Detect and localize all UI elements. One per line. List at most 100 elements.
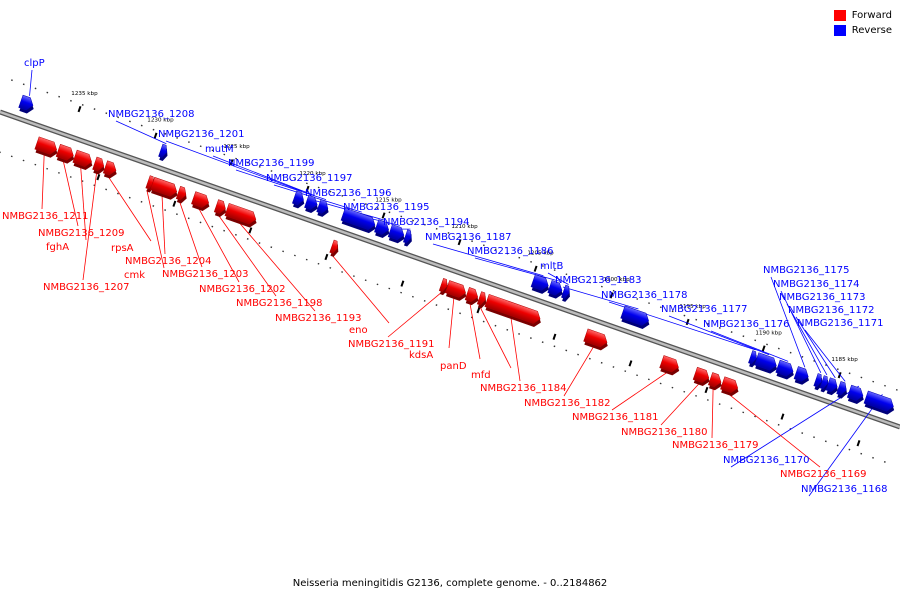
gene-nmbg2136-1176	[775, 359, 794, 380]
gene-arrow	[72, 149, 92, 167]
leader-line	[795, 316, 836, 379]
gene-label-nmbg2136-1186: NMBG2136_1186	[467, 246, 553, 257]
leader-line	[41, 153, 45, 210]
gene-nmbg2136-1172	[825, 377, 838, 396]
gene-arrow	[340, 207, 376, 231]
gene-nmbg2136-1170	[846, 384, 864, 404]
gene-arrow	[444, 280, 466, 298]
scale-tick-label: 1190 kbp	[755, 330, 782, 336]
scale-tick-label: 1225 kbp	[223, 144, 250, 150]
scale-tick-label: 1205 kbp	[527, 251, 554, 257]
gene-arrow	[748, 350, 757, 365]
gene-arrow	[561, 284, 570, 299]
gene-nmbg2136-1183	[620, 305, 650, 329]
gene-label-nmbg2136-1176: NMBG2136_1176	[703, 319, 789, 330]
gene-nmbg2136-1202	[191, 191, 210, 211]
leader-line	[563, 346, 595, 397]
gene-nmbg2136-1171	[836, 381, 848, 399]
leader-line	[711, 388, 714, 439]
gene-label-nmbg2136-1209: NMBG2136_1209	[38, 228, 124, 239]
gene-label-nmbg2136-1175: NMBG2136_1175	[763, 265, 849, 276]
gene-nmbg2136-1201	[292, 190, 305, 209]
leader-line	[165, 140, 302, 192]
gene-arrow	[191, 191, 210, 208]
gene-label-nmbg2136-1177: NMBG2136_1177	[661, 304, 747, 315]
scale-tick-label: 1235 kbp	[71, 91, 98, 97]
gene-arrow	[464, 287, 479, 303]
gene-label-nmbg2136-1170: NMBG2136_1170	[723, 455, 809, 466]
gene-label-nmbg2136-1182: NMBG2136_1182	[524, 398, 610, 409]
gene-arrow	[583, 328, 608, 348]
scale-minor-tick	[704, 386, 709, 394]
scale-tick	[837, 371, 842, 379]
leader-line	[660, 383, 700, 426]
legend-reverse-label: Reverse	[851, 25, 892, 36]
scale-tick	[381, 212, 386, 219]
gene-label-nmbg2136-1204: NMBG2136_1204	[125, 256, 211, 267]
gene-label-rpsa: rpsA	[111, 243, 134, 254]
leader-line	[510, 317, 521, 382]
gene-label-cmk: cmk	[124, 270, 145, 281]
gene-arrow	[476, 291, 486, 306]
gene-arrow	[793, 366, 809, 382]
gene-mltb	[561, 284, 570, 302]
leader-line	[62, 160, 79, 227]
scale-tick-label: 1215 kbp	[375, 197, 402, 203]
leader-line	[469, 302, 481, 360]
gene-arrow	[484, 293, 541, 324]
gene-nmbg2136-1186	[547, 279, 563, 299]
gene-arrow	[387, 224, 405, 241]
gene-eno	[329, 239, 339, 257]
leader-line	[179, 201, 203, 268]
gene-arrow	[620, 305, 649, 326]
scale-tick-label: 1210 kbp	[451, 224, 478, 230]
gene-label-nmbg2136-1201: NMBG2136_1201	[158, 129, 244, 140]
gene-label-nmbg2136-1193: NMBG2136_1193	[275, 313, 361, 324]
leader-line	[331, 254, 390, 324]
gene-arrow	[547, 279, 563, 296]
gene-fgha	[72, 149, 93, 171]
gene-label-nmbg2136-1191: NMBG2136_1191	[348, 339, 434, 350]
label-leader-lines	[29, 69, 883, 497]
legend-reverse: Reverse	[833, 23, 892, 38]
gene-nmbg2136-1197	[340, 207, 376, 234]
gene-label-nmbg2136-1198: NMBG2136_1198	[236, 298, 322, 309]
gene-label-nmbg2136-1173: NMBG2136_1173	[779, 292, 865, 303]
gene-label-nmbg2136-1183: NMBG2136_1183	[555, 275, 641, 286]
gene-clpp	[18, 94, 34, 114]
chromosome-backbone	[0, 109, 900, 430]
scale-minor-tick	[324, 253, 329, 261]
gene-nmbg2136-1187	[530, 274, 550, 294]
gene-arrow	[316, 199, 329, 214]
leader-line	[562, 286, 639, 310]
gene-label-nmbg2136-1171: NMBG2136_1171	[797, 318, 883, 329]
legend-forward: Forward	[833, 8, 892, 23]
gene-arrow	[175, 185, 187, 201]
gene-label-nmbg2136-1199: NMBG2136_1199	[228, 158, 314, 169]
gene-arrow	[55, 143, 74, 161]
gene-arrow	[292, 190, 304, 206]
scale-minor-tick	[856, 440, 861, 447]
leader-line	[727, 392, 821, 468]
gene-label-mltb: mltB	[540, 261, 563, 272]
leader-line	[448, 297, 455, 349]
gene-nmbg2136-1198	[213, 199, 227, 218]
gene-arrow	[92, 156, 105, 172]
gene-rpsa	[102, 160, 117, 179]
scale-tick-label: 1185 kbp	[831, 357, 858, 363]
gene-nmbg2136-1168	[863, 390, 895, 415]
gene-label-clpp: clpP	[24, 58, 45, 69]
scale-tick-label: 1195 kbp	[679, 304, 706, 310]
gene-nmbg2136-1203	[175, 185, 187, 204]
gene-arrow	[102, 160, 117, 176]
leader-line	[710, 330, 789, 362]
gene-label-nmbg2136-1203: NMBG2136_1203	[162, 269, 248, 280]
gene-label-mutm: mutM	[205, 144, 234, 155]
scale-minor-tick	[780, 413, 785, 420]
gene-arrow	[530, 274, 549, 291]
gene-nmbg2136-1177	[754, 352, 778, 374]
scale-tick-label: 1230 kbp	[147, 118, 174, 124]
leader-line	[82, 172, 98, 281]
gene-arrow	[819, 375, 828, 390]
